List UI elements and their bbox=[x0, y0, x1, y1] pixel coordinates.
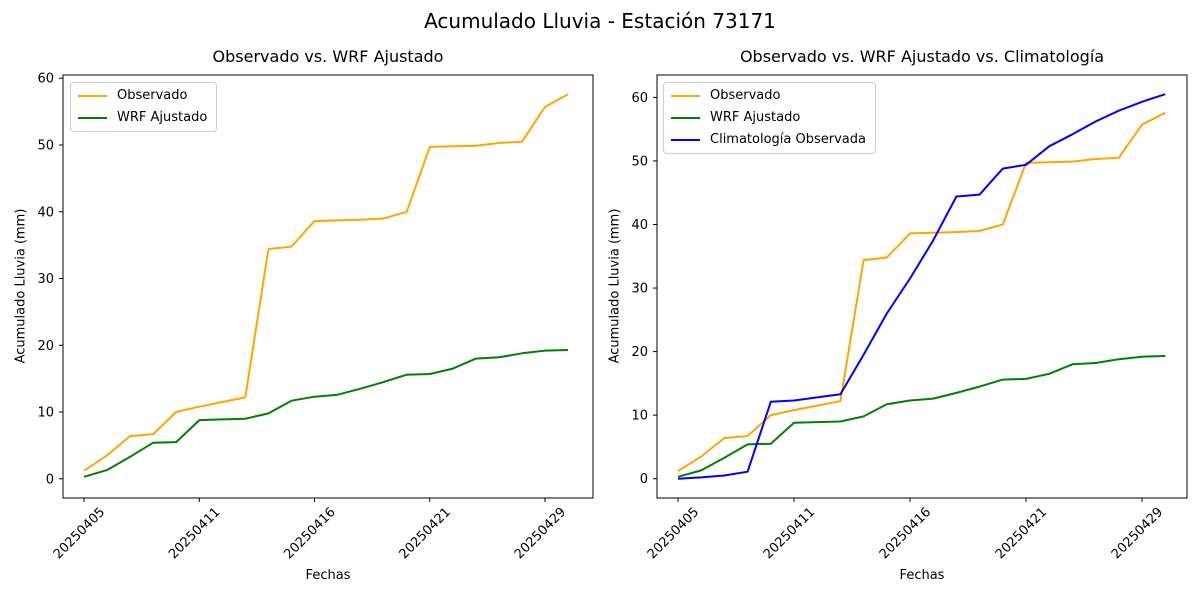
x-tick-label: 20250411 bbox=[761, 505, 818, 562]
x-tick-label: 20250429 bbox=[512, 505, 569, 562]
left-x-axis-label: Fechas bbox=[305, 568, 351, 583]
legend-entry: WRF Ajustado bbox=[671, 110, 866, 126]
y-tick-label: 30 bbox=[631, 282, 648, 297]
axes-frame bbox=[62, 74, 594, 499]
y-tick-label: 50 bbox=[631, 154, 648, 169]
y-tick-label: 0 bbox=[640, 472, 648, 487]
y-tick-label: 40 bbox=[631, 218, 648, 233]
left-y-axis-label: Acumulado Lluvia (mm) bbox=[13, 208, 29, 364]
x-tick-label: 20250405 bbox=[51, 505, 108, 562]
left-legend: Observado WRF Ajustado bbox=[70, 82, 218, 132]
x-tick-label: 20250405 bbox=[645, 505, 702, 562]
figure-title: Acumulado Lluvia - Estación 73171 bbox=[424, 9, 776, 33]
y-tick-label: 20 bbox=[631, 345, 648, 360]
y-tick-label: 60 bbox=[631, 91, 648, 106]
legend-line-sample bbox=[671, 139, 700, 141]
x-tick-label: 20250429 bbox=[1109, 505, 1166, 562]
right-x-axis-label: Fechas bbox=[899, 568, 945, 583]
legend-line-sample bbox=[671, 117, 700, 119]
legend-label: Climatología Observada bbox=[710, 132, 866, 147]
series-line-wrf-ajustado bbox=[83, 349, 569, 478]
x-tick-label: 20250421 bbox=[993, 505, 1050, 562]
y-tick-label: 40 bbox=[37, 205, 54, 220]
series-line-observado bbox=[83, 93, 569, 472]
legend-label: Observado bbox=[117, 88, 188, 103]
series-line-wrf-ajustado bbox=[677, 355, 1166, 478]
y-tick-label: 10 bbox=[631, 409, 648, 424]
x-tick-label: 20250416 bbox=[281, 505, 338, 562]
legend-entry: Observado bbox=[78, 88, 207, 104]
legend-label: WRF Ajustado bbox=[710, 110, 801, 125]
legend-label: Observado bbox=[710, 88, 781, 103]
legend-entry: Observado bbox=[671, 88, 866, 104]
x-tick-label: 20250421 bbox=[397, 505, 454, 562]
legend-entry: WRF Ajustado bbox=[78, 110, 207, 126]
right-subplot-title: Observado vs. WRF Ajustado vs. Climatolo… bbox=[739, 47, 1105, 66]
y-tick-label: 30 bbox=[37, 272, 54, 287]
x-tick-label: 20250411 bbox=[166, 505, 223, 562]
y-tick-label: 50 bbox=[37, 139, 54, 154]
subplot-left: 0 10 20 30 40 50 60 20250405 20250411 20250416 202… bbox=[37, 72, 594, 562]
series-line-observado bbox=[677, 111, 1166, 472]
left-subplot-title: Observado vs. WRF Ajustado bbox=[212, 47, 444, 66]
y-tick-label: 0 bbox=[46, 472, 54, 487]
legend-line-sample bbox=[78, 95, 107, 97]
right-y-axis-label: Acumulado Lluvia (mm) bbox=[607, 208, 623, 364]
legend-label: WRF Ajustado bbox=[117, 110, 208, 125]
x-tick-label: 20250416 bbox=[877, 505, 934, 562]
right-legend: Observado WRF Ajustado Climatología Observ… bbox=[663, 82, 876, 154]
axes-frame bbox=[656, 74, 1188, 499]
y-tick-label: 20 bbox=[37, 339, 54, 354]
series-line-climatolog-a-observada bbox=[677, 93, 1166, 480]
legend-line-sample bbox=[78, 117, 107, 119]
legend-entry: Climatología Observada bbox=[671, 132, 866, 148]
y-tick-label: 10 bbox=[37, 406, 54, 421]
y-tick-label: 60 bbox=[37, 72, 54, 87]
legend-line-sample bbox=[671, 95, 700, 97]
